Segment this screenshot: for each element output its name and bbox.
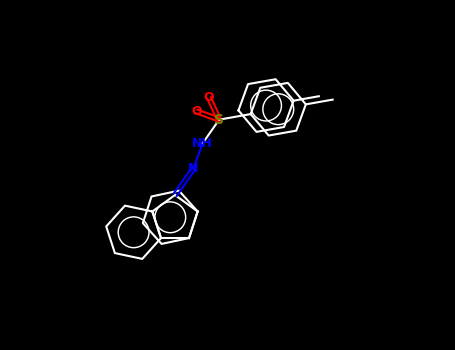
- Text: S: S: [214, 113, 224, 127]
- Text: O: O: [204, 91, 214, 104]
- Text: N: N: [188, 162, 198, 175]
- Text: NH: NH: [192, 137, 213, 150]
- Text: O: O: [191, 105, 202, 118]
